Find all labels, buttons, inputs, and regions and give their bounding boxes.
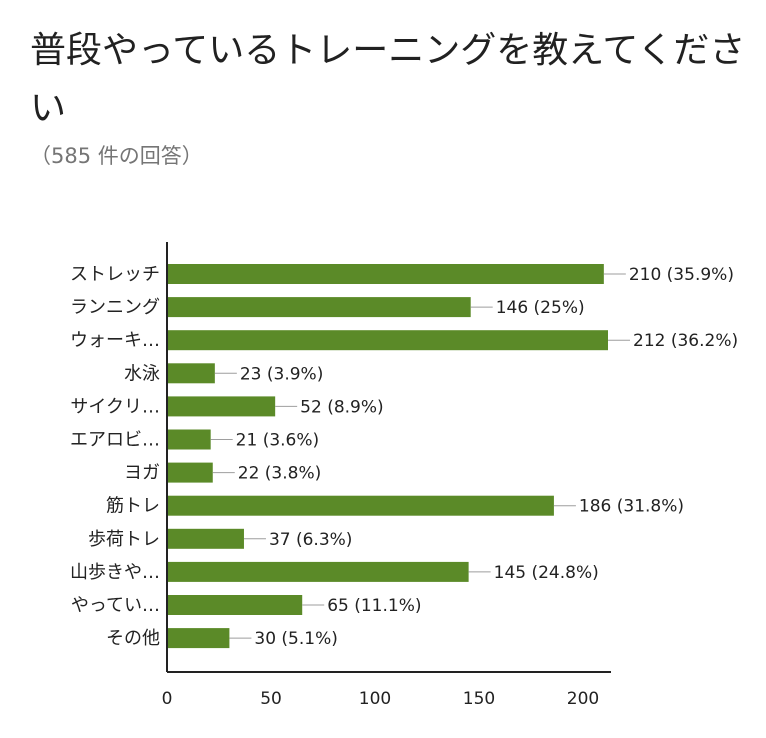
category-label: サイクリ… bbox=[70, 396, 160, 417]
data-label: 212 (36.2%) bbox=[633, 331, 738, 351]
chart-title: 普段やっているトレーニングを教えてください bbox=[30, 30, 746, 129]
x-tick-label: 100 bbox=[359, 689, 391, 709]
bar bbox=[167, 396, 276, 417]
data-label: 21 (3.6%) bbox=[236, 431, 320, 451]
category-label: ヨガ bbox=[124, 463, 160, 484]
bar bbox=[167, 330, 608, 351]
category-label: やってい… bbox=[71, 595, 160, 616]
category-label: ウォーキ… bbox=[70, 330, 160, 351]
response-count: （585 件の回答） bbox=[30, 144, 203, 168]
bar bbox=[167, 495, 554, 516]
category-label: エアロビ… bbox=[70, 430, 160, 451]
data-label: 52 (8.9%) bbox=[300, 397, 384, 417]
bar bbox=[167, 363, 215, 384]
bar bbox=[167, 528, 244, 549]
data-label: 210 (35.9%) bbox=[629, 265, 734, 285]
bar bbox=[167, 561, 469, 582]
x-tick-label: 200 bbox=[567, 689, 599, 709]
x-tick-label: 0 bbox=[162, 689, 173, 709]
data-label: 37 (6.3%) bbox=[269, 530, 353, 550]
data-label: 145 (24.8%) bbox=[494, 563, 599, 583]
category-label: 歩荷トレ bbox=[88, 529, 160, 550]
bar bbox=[167, 429, 211, 450]
category-label: 筋トレ bbox=[106, 496, 160, 517]
bar bbox=[167, 462, 213, 483]
bar bbox=[167, 628, 230, 649]
category-label: 水泳 bbox=[124, 363, 160, 384]
category-label: 山歩きや… bbox=[70, 562, 160, 583]
data-label: 65 (11.1%) bbox=[327, 596, 421, 616]
category-label: ランニング bbox=[70, 297, 160, 318]
data-label: 23 (3.9%) bbox=[240, 364, 324, 384]
bar bbox=[167, 297, 471, 318]
data-label: 186 (31.8%) bbox=[579, 497, 684, 517]
data-label: 30 (5.1%) bbox=[254, 629, 337, 649]
category-label: その他 bbox=[106, 628, 160, 649]
category-label: ストレッチ bbox=[70, 264, 160, 285]
bar bbox=[167, 264, 604, 284]
x-tick-label: 150 bbox=[463, 689, 495, 709]
x-tick-label: 50 bbox=[260, 689, 282, 709]
bar bbox=[167, 595, 303, 615]
data-label: 146 (25%) bbox=[496, 298, 585, 318]
data-label: 22 (3.8%) bbox=[238, 464, 322, 484]
